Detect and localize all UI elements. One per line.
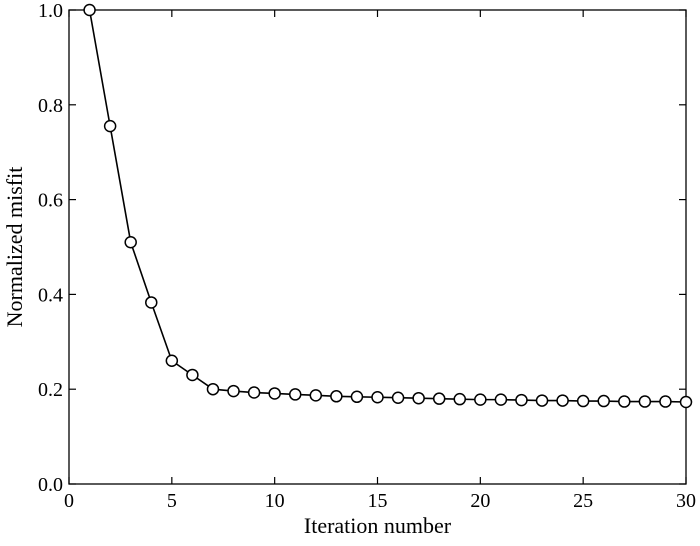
data-point-marker	[187, 369, 198, 380]
data-point-marker	[475, 394, 486, 405]
data-point-marker	[310, 390, 321, 401]
data-point-marker	[619, 396, 630, 407]
data-point-marker	[290, 389, 301, 400]
y-tick-label: 0.4	[38, 284, 63, 306]
x-tick-label: 10	[265, 490, 285, 512]
x-tick-label: 25	[573, 490, 593, 512]
data-point-marker	[434, 393, 445, 404]
data-point-marker	[537, 395, 548, 406]
plot-area	[69, 10, 686, 484]
data-point-marker	[578, 396, 589, 407]
data-point-marker	[351, 391, 362, 402]
data-point-marker	[393, 392, 404, 403]
x-tick-label: 30	[676, 490, 696, 512]
data-point-marker	[495, 394, 506, 405]
data-point-marker	[598, 396, 609, 407]
data-point-marker	[249, 387, 260, 398]
data-point-marker	[228, 386, 239, 397]
data-point-marker	[516, 395, 527, 406]
data-point-marker	[207, 384, 218, 395]
data-point-marker	[125, 237, 136, 248]
x-axis-label: Iteration number	[304, 513, 452, 538]
data-point-marker	[105, 121, 116, 132]
y-tick-label: 0.0	[38, 474, 63, 496]
data-point-marker	[660, 396, 671, 407]
x-tick-label: 5	[167, 490, 177, 512]
data-point-marker	[413, 393, 424, 404]
y-tick-label: 0.6	[38, 190, 63, 212]
x-tick-label: 0	[64, 490, 74, 512]
data-point-marker	[331, 391, 342, 402]
x-tick-label: 15	[368, 490, 388, 512]
data-point-marker	[84, 5, 95, 16]
data-point-marker	[146, 297, 157, 308]
y-tick-label: 0.8	[38, 95, 63, 117]
y-tick-label: 1.0	[38, 0, 63, 22]
data-point-marker	[269, 388, 280, 399]
x-tick-label: 20	[470, 490, 490, 512]
y-axis-label: Normalized misfit	[2, 167, 27, 328]
data-point-marker	[557, 395, 568, 406]
data-point-marker	[639, 396, 650, 407]
data-point-marker	[681, 396, 692, 407]
data-point-marker	[454, 394, 465, 405]
y-tick-label: 0.2	[38, 379, 63, 401]
data-point-marker	[372, 392, 383, 403]
data-point-marker	[166, 355, 177, 366]
